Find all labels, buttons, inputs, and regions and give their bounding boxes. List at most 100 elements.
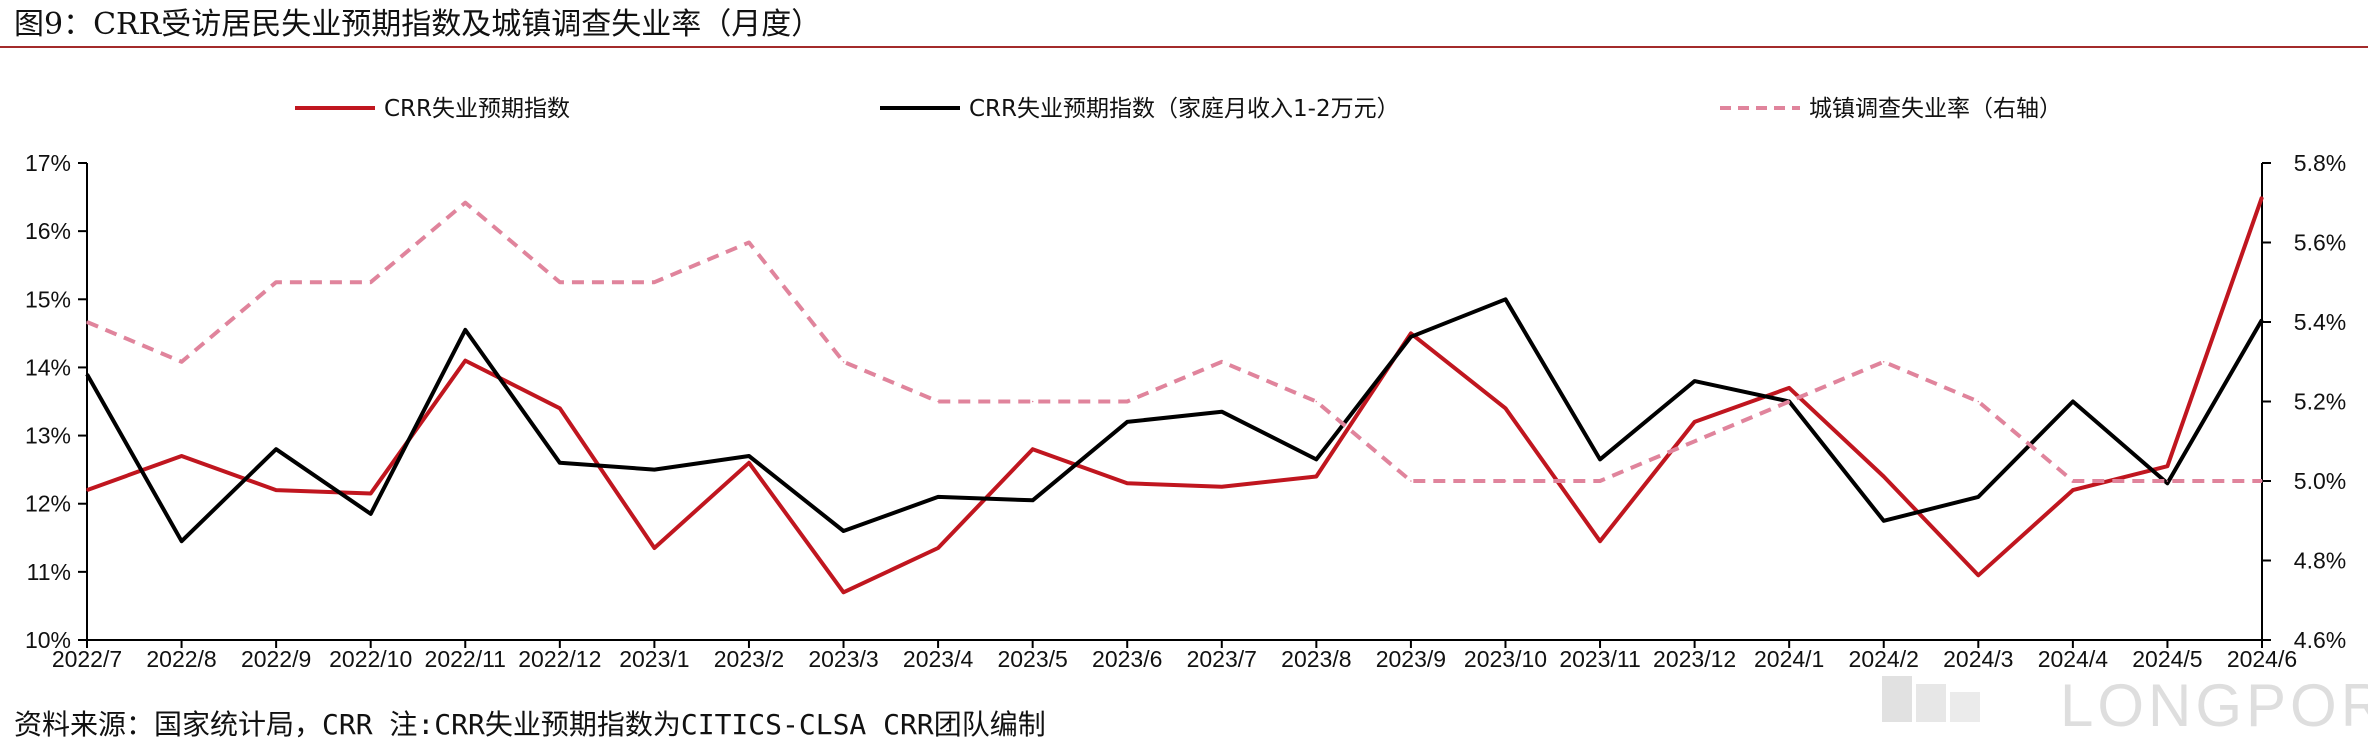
series-line-urban-unemployment-point <box>1031 400 1034 403</box>
series-line-crr-index-point <box>1504 407 1507 410</box>
series-line-crr-index-income-point <box>653 468 656 471</box>
left-axis-tick-label: 11% <box>27 559 71 585</box>
x-axis-tick-label: 2022/7 <box>52 646 122 672</box>
x-axis-tick-label: 2022/9 <box>241 646 311 672</box>
x-axis-tick-label: 2024/4 <box>2038 646 2109 672</box>
series-line-crr-index-point <box>559 407 561 410</box>
series-line-crr-index-income-point <box>1599 458 1601 461</box>
series-line-crr-index-income-point <box>1977 496 1980 498</box>
series-line-crr-index-point <box>1693 421 1696 423</box>
series-line-crr-index-point <box>275 489 277 491</box>
series-line-crr-index-income-point <box>1693 380 1696 382</box>
plot-area <box>85 196 2264 595</box>
series-line-crr-index-point <box>1031 448 1034 451</box>
series-line-crr-index-income-point <box>275 448 277 451</box>
x-axis-tick-label: 2023/11 <box>1559 646 1640 672</box>
series-line-crr-index-income-point <box>1410 336 1412 338</box>
left-axis-tick-label: 10% <box>25 627 71 653</box>
x-axis-tick-label: 2023/9 <box>1376 646 1446 672</box>
x-axis-tick-label: 2024/5 <box>2132 646 2202 672</box>
x-axis-tick-label: 2023/12 <box>1653 646 1736 672</box>
series-line-crr-index-income-point <box>1221 410 1223 413</box>
series-line-crr-index-income-point <box>464 329 467 331</box>
x-axis-tick-label: 2022/12 <box>518 646 601 672</box>
series-line-crr-index-income-point <box>1504 298 1507 301</box>
series-line-urban-unemployment-point <box>2072 480 2074 482</box>
series-line-crr-index-income-point <box>2166 482 2169 485</box>
series-line-crr-index-income-point <box>1126 421 1128 423</box>
left-axis-tick-label: 16% <box>25 218 71 244</box>
x-axis-tick-label: 2022/11 <box>425 646 506 672</box>
right-axis-tick-label: 5.4% <box>2294 309 2346 335</box>
right-axis-tick-label: 5.2% <box>2294 389 2346 415</box>
source-note: 资料来源：国家统计局，CRR 注:CRR失业预期指数为CITICS-CLSA C… <box>14 708 1046 741</box>
left-axis-tick-label: 12% <box>25 491 71 517</box>
series-line-urban-unemployment-point <box>1126 400 1128 403</box>
x-axis-tick-label: 2023/8 <box>1281 646 1351 672</box>
series-line-crr-index-income <box>85 297 2264 544</box>
right-axis-tick-label: 5.6% <box>2294 230 2346 256</box>
series-line-crr-index-point <box>1882 475 1885 478</box>
series-line-urban-unemployment-point <box>937 400 939 403</box>
legend-label-crr-index: CRR失业预期指数 <box>384 96 570 122</box>
series-line-crr-index-point <box>2261 196 2263 198</box>
x-axis: 2022/7 2022/8 2022/9 2022/10 2022/11 2022/12 2… <box>52 639 2297 672</box>
series-line-crr-index-point <box>1221 485 1223 488</box>
x-axis-tick-label: 2023/5 <box>997 646 1067 672</box>
x-axis-tick-label: 2023/4 <box>903 646 974 672</box>
legend-label-urban-unemployment: 城镇调查失业率（右轴） <box>1809 96 2062 122</box>
x-axis-tick-label: 2023/3 <box>808 646 878 672</box>
legend-label-crr-index-income: CRR失业预期指数（家庭月收入1-2万元） <box>969 96 1400 122</box>
series-line-crr-index-point <box>2166 465 2169 468</box>
series-line-urban-unemployment-point <box>1410 480 1412 482</box>
x-axis-tick-label: 2023/6 <box>1092 646 1162 672</box>
series-line-crr-index-point <box>464 359 467 362</box>
series-line-crr-index-income-point <box>86 373 88 376</box>
left-axis-tick-label: 15% <box>25 286 71 312</box>
series-line-crr-index-income-point <box>180 540 183 542</box>
right-axis-tick-label: 5.8% <box>2294 150 2346 176</box>
series-line-urban-unemployment-point <box>86 321 88 323</box>
series-line-urban-unemployment-point <box>464 201 467 204</box>
series-line-crr-index-point <box>842 591 845 594</box>
series-line-crr-index-point <box>1410 332 1412 335</box>
series-line-urban-unemployment-point <box>369 281 372 284</box>
right-axis-tick-label: 5.0% <box>2294 468 2346 494</box>
x-axis-tick-label: 2023/7 <box>1187 646 1257 672</box>
series-line-urban-unemployment-point <box>653 281 656 284</box>
series-line-urban-unemployment-point <box>748 241 750 244</box>
series-line-urban-unemployment-point <box>180 361 183 363</box>
series-line-urban-unemployment-point <box>559 281 561 284</box>
x-axis-tick-label: 2024/3 <box>1943 646 2013 672</box>
right-axis-tick-label: 4.8% <box>2294 548 2346 574</box>
series-line-crr-index-point <box>1315 475 1318 478</box>
series-line-crr-index-point <box>1126 482 1128 485</box>
x-axis-tick-label: 2024/2 <box>1849 646 1919 672</box>
series-line-urban-unemployment-point <box>1882 361 1885 363</box>
series-line-urban-unemployment-point <box>275 281 277 284</box>
series-line-crr-index-point <box>1977 574 1980 577</box>
watermark-logo: LONGPORT <box>1882 672 2368 739</box>
series-line-crr-index-income-point <box>748 455 750 457</box>
series-line-crr-index-income-point <box>2261 318 2263 321</box>
series-line-crr-index-point <box>1788 387 1790 389</box>
series-line-crr-index-income-point <box>842 530 845 532</box>
x-axis-tick-label: 2024/1 <box>1754 646 1824 672</box>
series-line-crr-index-point <box>180 455 183 457</box>
series-line-crr-index-point <box>937 547 939 549</box>
series-line-crr-index-income-point <box>1315 458 1318 461</box>
series-line-urban-unemployment-point <box>1788 400 1790 403</box>
series-line-crr-index-point <box>86 489 88 491</box>
watermark-text: LONGPORT <box>2060 672 2368 739</box>
right-axis: 4.6% 4.8% 5.0% 5.2% 5.4% 5.6% 5.8% <box>2261 150 2346 653</box>
series-line-urban-unemployment-point <box>1315 400 1318 403</box>
watermark-mark-icon <box>1882 676 1912 722</box>
left-axis-tick-label: 14% <box>25 354 71 380</box>
series-line-crr-index-income-point <box>2072 400 2074 403</box>
series-line-urban-unemployment-point <box>2166 480 2169 482</box>
series-line-urban-unemployment-point <box>1599 480 1601 482</box>
series-line-crr-index-income-point <box>937 496 939 498</box>
series-line-crr-index-point <box>653 547 656 549</box>
series-line-crr-index-point <box>369 492 372 495</box>
x-axis-tick-label: 2022/8 <box>146 646 216 672</box>
